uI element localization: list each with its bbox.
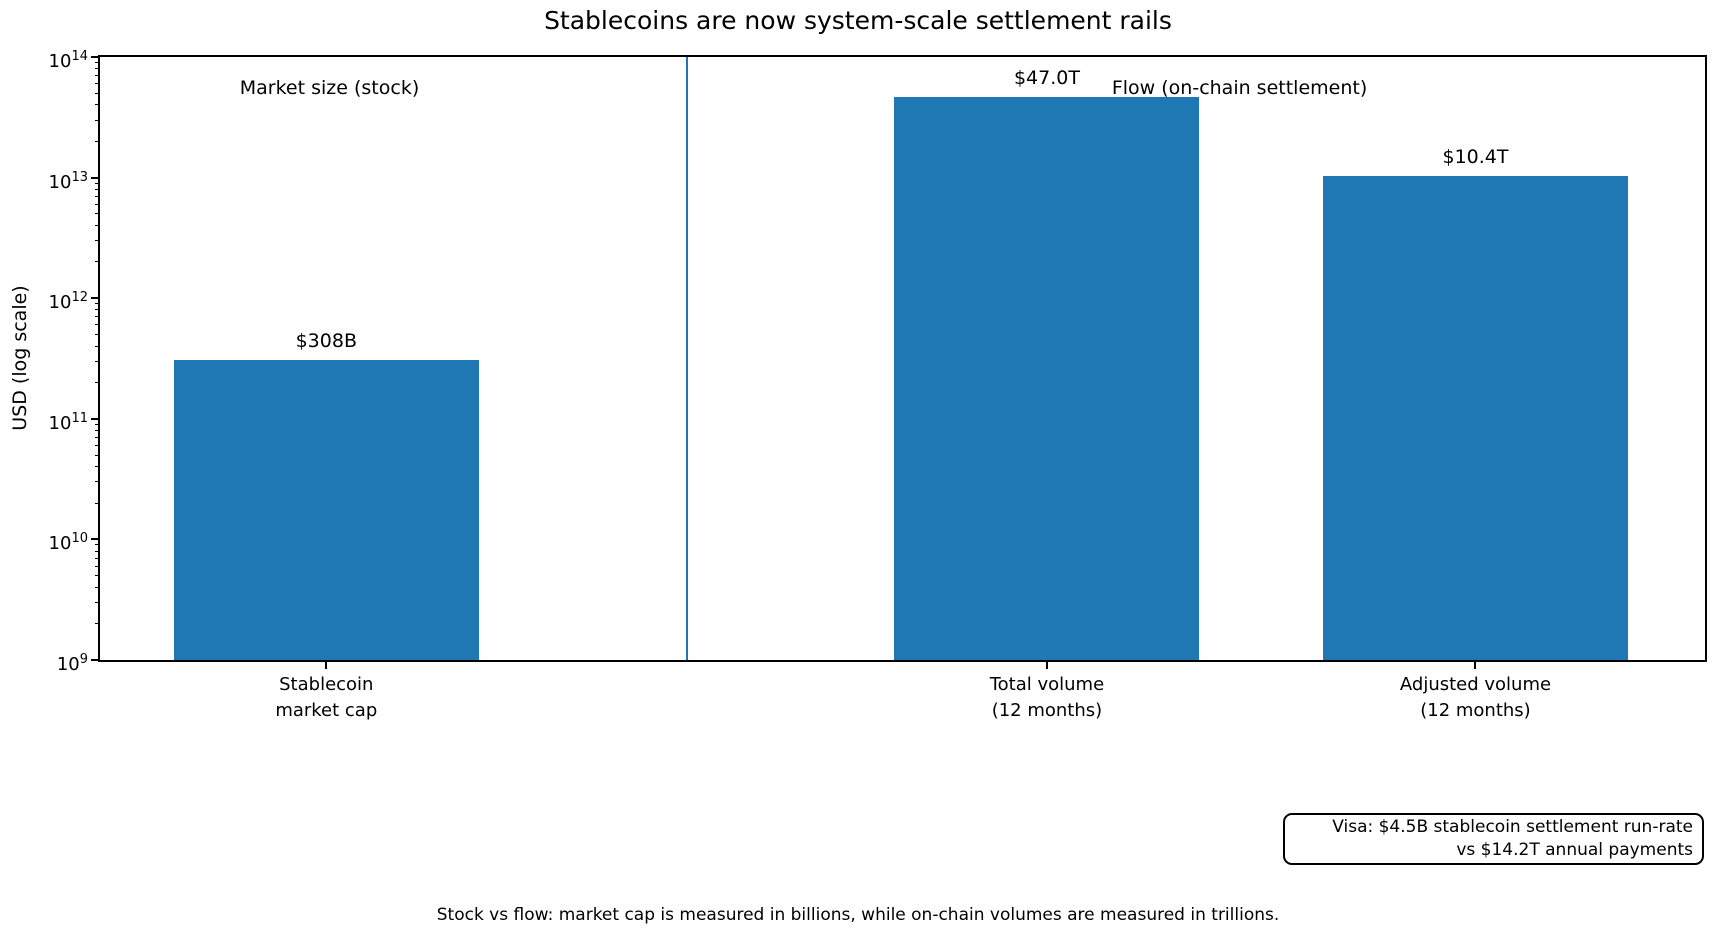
- section-label-2: Flow (on-chain settlement): [1111, 77, 1368, 99]
- chart-title: Stablecoins are now system-scale settlem…: [544, 6, 1172, 35]
- y-tick-label: 1011: [48, 410, 88, 434]
- y-tick-label: 1013: [48, 169, 88, 193]
- y-minor-tick: [95, 316, 100, 318]
- x-tick-label: Total volume (12 months): [989, 674, 1105, 721]
- y-minor-tick: [95, 92, 100, 94]
- x-major-tick: [1474, 660, 1477, 669]
- y-minor-tick: [95, 565, 100, 567]
- y-minor-tick: [95, 203, 100, 205]
- y-minor-tick: [95, 334, 100, 335]
- y-minor-tick: [95, 429, 100, 431]
- section-divider-line: [686, 57, 689, 660]
- y-minor-tick: [95, 445, 100, 447]
- y-minor-tick: [95, 550, 100, 552]
- bar: [1323, 175, 1628, 660]
- y-minor-tick: [95, 83, 100, 85]
- y-minor-tick: [95, 68, 100, 70]
- y-minor-tick: [95, 345, 100, 347]
- y-minor-tick: [95, 303, 100, 305]
- section-label-1: Market size (stock): [239, 77, 420, 99]
- y-minor-tick: [95, 423, 100, 425]
- bar-value-label: $308B: [295, 329, 357, 352]
- y-minor-tick: [95, 623, 100, 625]
- bar: [894, 96, 1200, 660]
- y-major-tick: [91, 297, 100, 300]
- y-minor-tick: [95, 261, 100, 263]
- x-major-tick: [1045, 660, 1048, 669]
- annotation-line-2: vs $14.2T annual payments: [1456, 840, 1693, 860]
- y-minor-tick: [95, 381, 100, 383]
- y-minor-tick: [95, 586, 100, 588]
- y-minor-tick: [95, 466, 100, 468]
- y-minor-tick: [95, 140, 100, 142]
- y-major-tick: [91, 659, 100, 661]
- y-minor-tick: [95, 360, 100, 362]
- y-major-tick: [91, 176, 100, 179]
- annotation-box: Visa: $4.5B stablecoin settlement run-ra…: [1283, 813, 1704, 865]
- y-minor-tick: [95, 62, 100, 64]
- y-major-tick: [91, 538, 100, 541]
- y-minor-tick: [95, 188, 100, 190]
- y-minor-tick: [95, 225, 100, 227]
- y-minor-tick: [95, 557, 100, 559]
- y-minor-tick: [95, 436, 100, 438]
- bar: [173, 359, 479, 660]
- y-minor-tick: [95, 601, 100, 603]
- y-minor-tick: [95, 104, 100, 106]
- y-minor-tick: [95, 75, 100, 77]
- y-tick-label: 1010: [48, 531, 88, 555]
- y-tick-label: 1012: [48, 290, 88, 314]
- y-minor-tick: [95, 575, 100, 577]
- y-minor-tick: [95, 182, 100, 184]
- y-minor-tick: [95, 481, 100, 483]
- plot-area: 109 1010 1011 1012 1013 1014 $308B Stablecoin ma…: [49, 49, 1707, 721]
- x-major-tick: [325, 660, 328, 669]
- y-minor-tick: [95, 309, 100, 311]
- y-major-tick: [91, 417, 100, 420]
- y-minor-tick: [95, 240, 100, 242]
- annotation-line-1: Visa: $4.5B stablecoin settlement run-ra…: [1332, 817, 1693, 837]
- y-minor-tick: [95, 544, 100, 546]
- y-tick-label: 1014: [48, 49, 88, 72]
- bar-value-label: $47.0T: [1013, 66, 1080, 89]
- y-minor-tick: [95, 324, 100, 326]
- x-tick-label: Adjusted volume (12 months): [1399, 674, 1552, 721]
- y-minor-tick: [95, 195, 100, 197]
- figure-caption: Stock vs flow: market cap is measured in…: [436, 905, 1280, 925]
- y-minor-tick: [95, 502, 100, 504]
- y-minor-tick: [95, 213, 100, 215]
- bar-value-label: $10.4T: [1442, 145, 1509, 168]
- y-minor-tick: [95, 454, 100, 456]
- y-tick-label: 109: [56, 652, 88, 675]
- x-tick-label: Stablecoin market cap: [275, 674, 378, 721]
- y-major-tick: [91, 56, 100, 58]
- y-minor-tick: [95, 119, 100, 121]
